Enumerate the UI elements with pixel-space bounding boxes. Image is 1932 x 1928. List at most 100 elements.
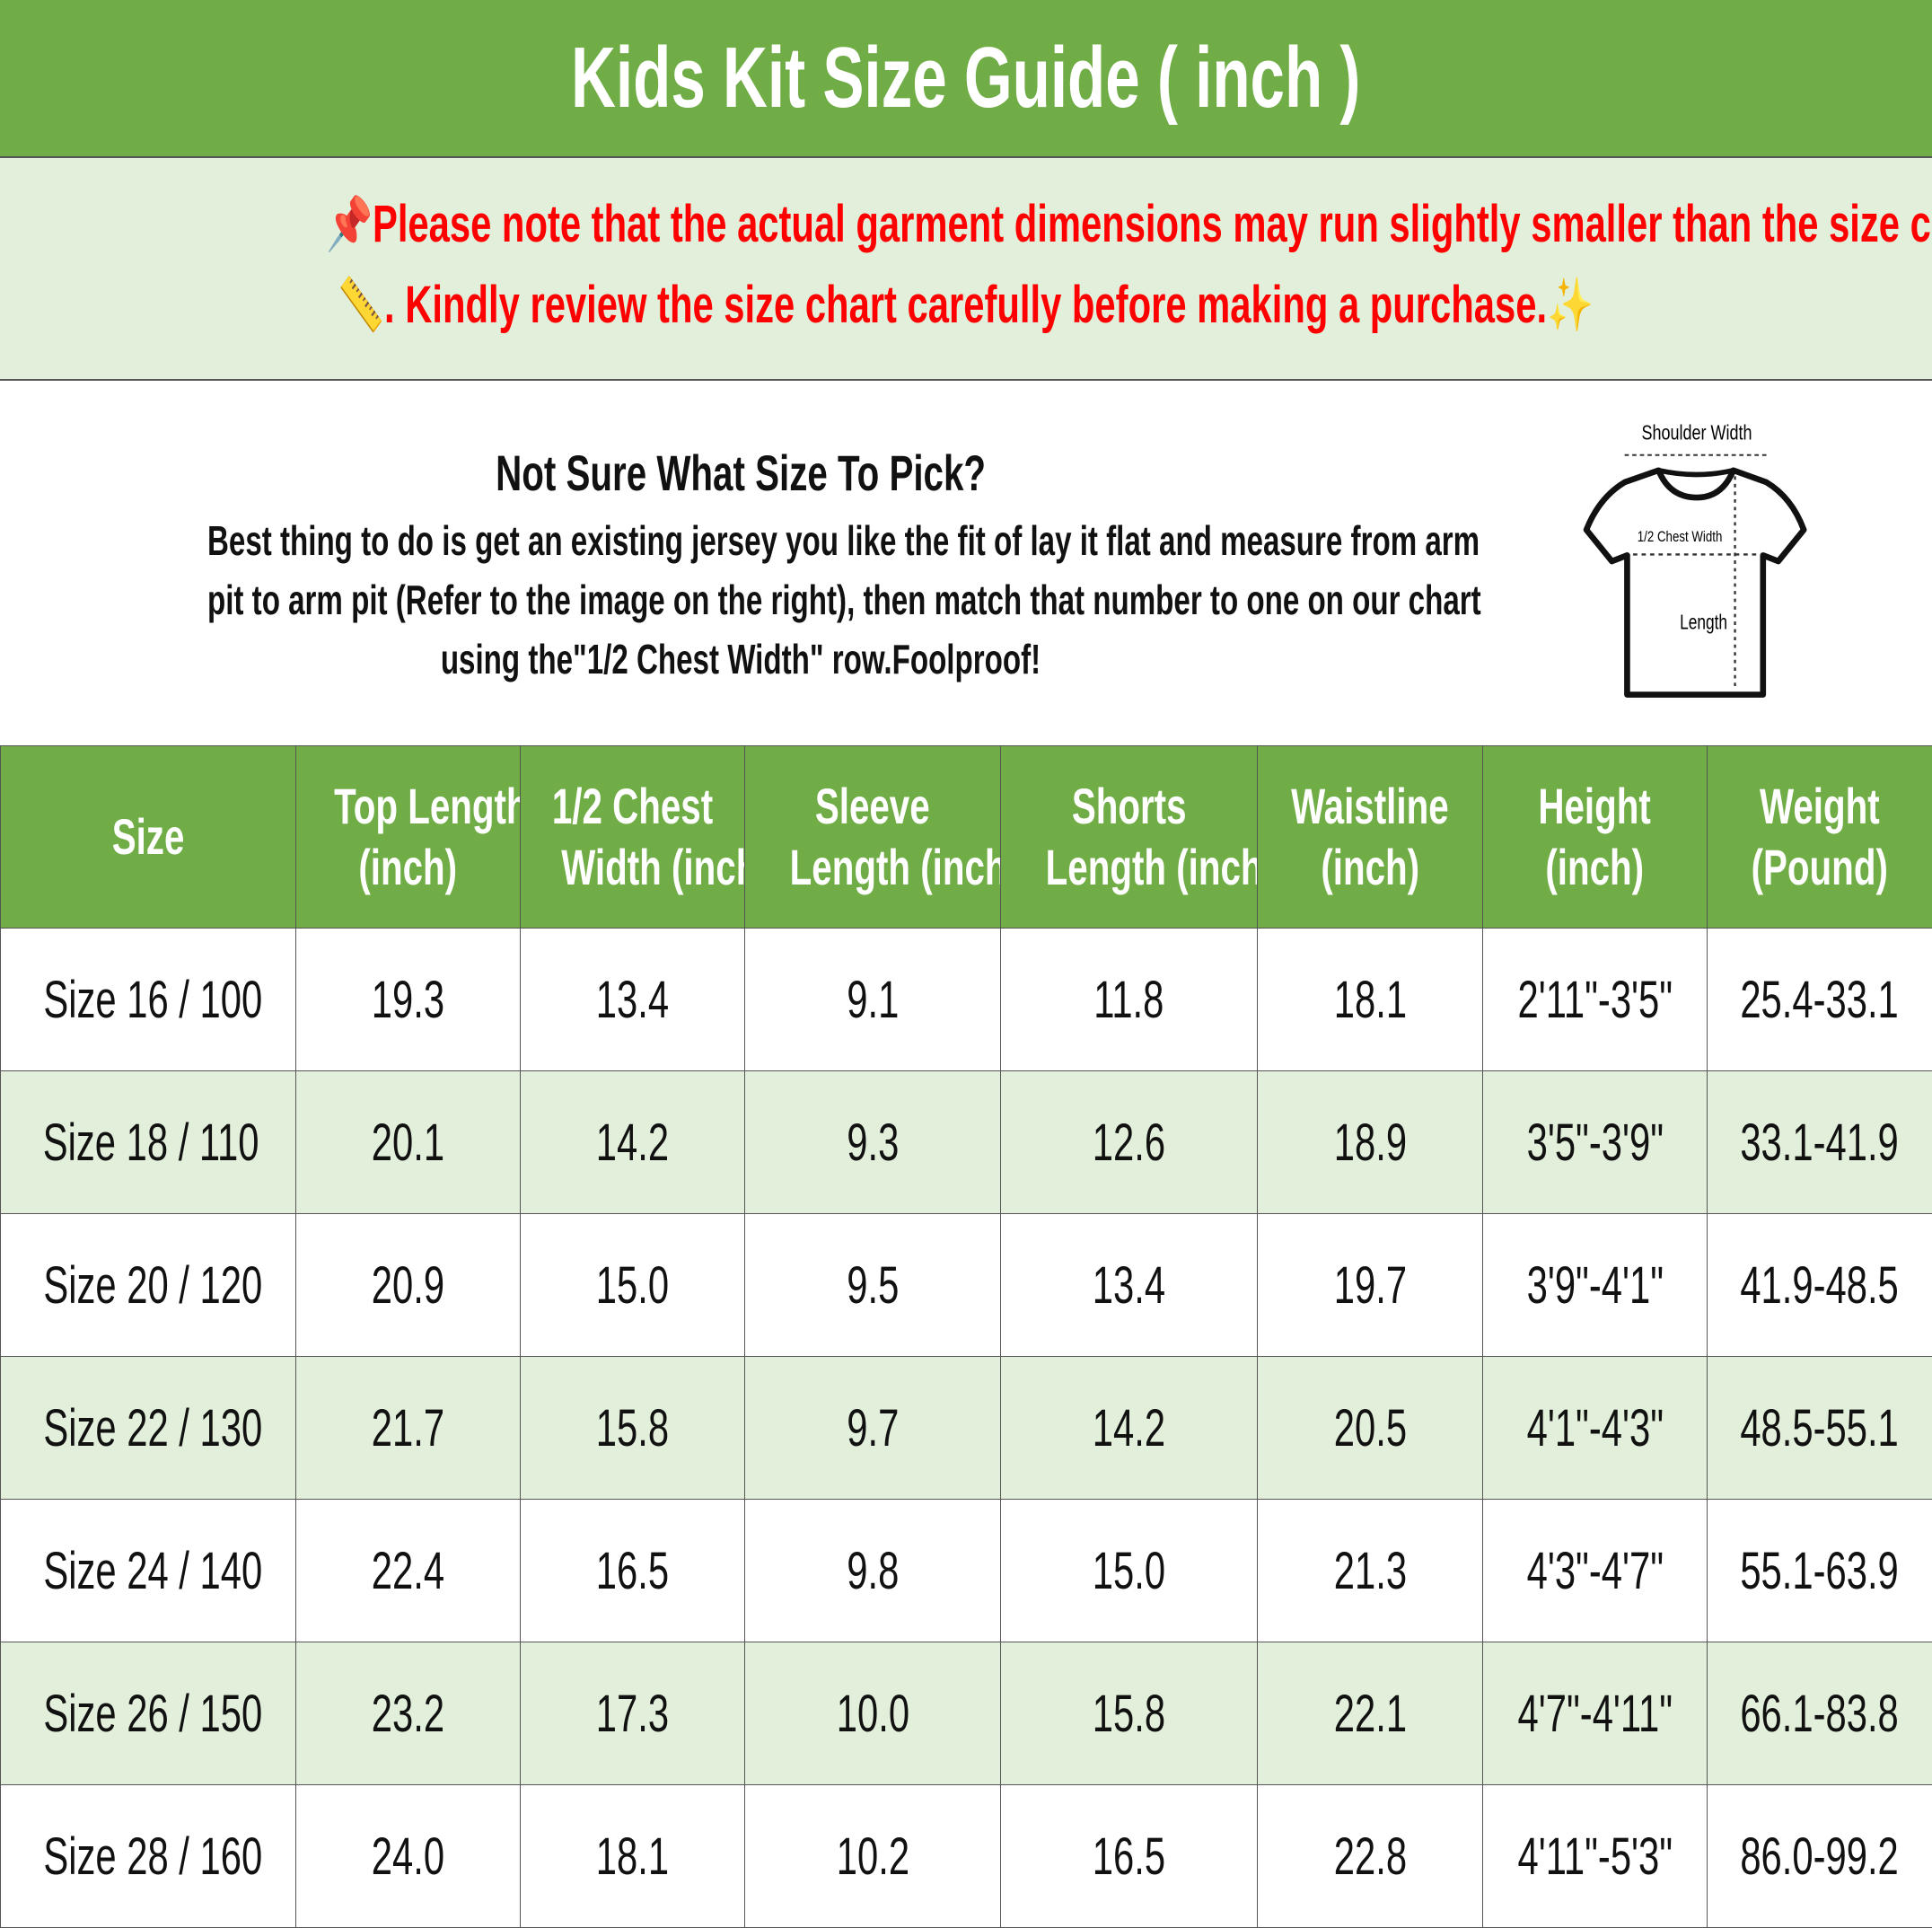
table-cell: 4'1"-4'3" [1482,1356,1708,1500]
table-cell: Size 22 / 130 [0,1356,296,1500]
cell-value: 33.1-41.9 [1740,1113,1900,1172]
cell-value: 9.5 [846,1255,900,1315]
cell-value: Size 28 / 160 [43,1827,263,1886]
table-cell: Size 26 / 150 [0,1642,296,1785]
column-header-text: (inch) [1321,839,1419,895]
cell-value: 18.9 [1333,1113,1407,1172]
column-header-text: Length (inch) [1045,839,1258,895]
table-cell: 20.5 [1257,1356,1483,1500]
help-question: Not Sure What Size To Pick? [496,445,986,501]
cell-value: 4'3"-4'7" [1526,1541,1664,1600]
table-cell: 23.2 [295,1642,521,1785]
page-title: Kids Kit Size Guide ( inch ) [571,30,1361,126]
help-line-3: using the"1/2 Chest Width" row.Foolproof… [440,636,1041,682]
cell-value: 17.3 [595,1684,670,1743]
pushpin-icon: 📌 [325,195,373,253]
table-cell: 19.3 [295,928,521,1071]
chest-width-label: 1/2 Chest Width [1638,528,1723,545]
column-header-text: Size [111,808,185,865]
table-cell: 4'7"-4'11" [1482,1642,1708,1785]
length-label: Length [1680,611,1727,634]
column-header-text: Shorts [1071,778,1187,834]
table-cell: 20.9 [295,1213,521,1357]
table-cell: 15.8 [1000,1642,1258,1785]
cell-value: 9.7 [846,1398,900,1457]
cell-value: 24.0 [371,1827,445,1886]
table-cell: 9.7 [744,1356,1001,1500]
table-cell: 66.1-83.8 [1707,1642,1932,1785]
table-cell: 9.3 [744,1070,1001,1214]
notice-banner: 📌Please note that the actual garment dim… [0,158,1932,381]
column-header-text: 1/2 Chest [551,778,714,834]
table-cell: Size 18 / 110 [0,1070,296,1214]
column-header-text: Weight [1760,778,1880,834]
cell-value: 21.3 [1333,1541,1407,1600]
cell-value: 15.0 [1092,1541,1166,1600]
cell-value: 10.0 [836,1684,909,1743]
tshirt-icon [1583,467,1807,698]
cell-value: 4'1"-4'3" [1526,1398,1664,1457]
cell-value: 41.9-48.5 [1740,1255,1900,1315]
cell-value: Size 20 / 120 [43,1255,263,1315]
table-cell: 41.9-48.5 [1707,1213,1932,1357]
table-cell: 11.8 [1000,928,1258,1071]
sparkles-icon: ✨ [1547,276,1594,334]
cell-value: 23.2 [371,1684,445,1743]
table-cell: 22.8 [1257,1784,1483,1928]
cell-value: Size 16 / 100 [43,970,263,1029]
column-header-text: (inch) [358,839,458,895]
table-cell: 9.8 [744,1499,1001,1642]
table-cell: 3'9"-4'1" [1482,1213,1708,1357]
shoulder-width-label: Shoulder Width [1642,421,1752,445]
table-cell: 24.0 [295,1784,521,1928]
ruler-icon: 📏 [338,276,385,334]
cell-value: 86.0-99.2 [1740,1827,1900,1886]
table-cell: 16.5 [1000,1784,1258,1928]
cell-value: 20.1 [371,1113,445,1172]
table-cell: 22.4 [295,1499,521,1642]
cell-value: 18.1 [595,1827,670,1886]
table-cell: Size 16 / 100 [0,928,296,1071]
help-text: Best thing to do is get an existing jers… [0,511,1481,689]
cell-value: 20.9 [371,1255,445,1315]
cell-value: 22.4 [371,1541,445,1600]
cell-value: 48.5-55.1 [1740,1398,1900,1457]
cell-value: 12.6 [1092,1113,1166,1172]
table-cell: 4'3"-4'7" [1482,1499,1708,1642]
column-header-text: Sleeve [815,778,930,834]
table-cell: 12.6 [1000,1070,1258,1214]
cell-value: 16.5 [1092,1827,1166,1886]
column-header-text: (Pound) [1751,839,1889,895]
cell-value: 20.5 [1333,1398,1407,1457]
notice-line-2: . Kindly review the size chart carefully… [384,276,1548,334]
cell-value: Size 18 / 110 [42,1113,259,1172]
cell-value: 14.2 [595,1113,670,1172]
column-header-text: Height [1538,778,1652,834]
column-header: Weight (Pound) [1707,745,1932,929]
cell-value: 10.2 [836,1827,909,1886]
column-header-text: Length (inch) [789,839,1001,895]
cell-value: 15.0 [595,1255,670,1315]
cell-value: 3'5"-3'9" [1526,1113,1664,1172]
table-cell: Size 24 / 140 [0,1499,296,1642]
table-cell: 25.4-33.1 [1707,928,1932,1071]
table-cell: 20.1 [295,1070,521,1214]
notice-line-1: Please note that the actual garment dime… [372,195,1932,253]
cell-value: 4'7"-4'11" [1517,1684,1673,1743]
title-bar: Kids Kit Size Guide ( inch ) [0,0,1932,158]
column-header-text: (inch) [1545,839,1645,895]
cell-value: 19.3 [371,970,445,1029]
column-header: Size [0,745,296,929]
table-cell: 18.1 [1257,928,1483,1071]
cell-value: 14.2 [1092,1398,1166,1457]
cell-value: 2'11"-3'5" [1517,970,1673,1029]
cell-value: 55.1-63.9 [1740,1541,1900,1600]
column-header-text: Width (inch) [561,839,743,895]
table-cell: 16.5 [520,1499,745,1642]
table-cell: 4'11"-5'3" [1482,1784,1708,1928]
table-cell: 86.0-99.2 [1707,1784,1932,1928]
column-header: Height (inch) [1482,745,1708,929]
table-cell: 9.1 [744,928,1001,1071]
